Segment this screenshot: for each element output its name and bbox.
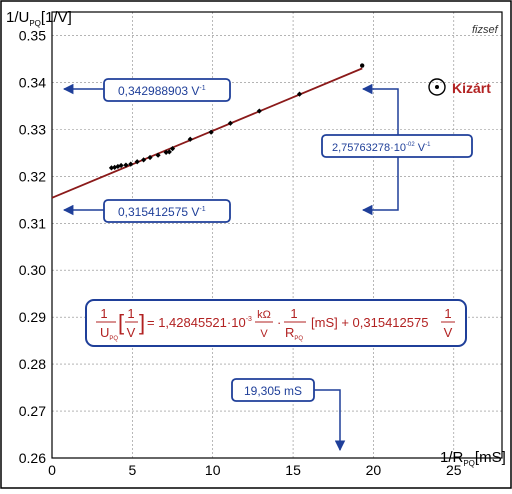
y-tick-label: 0.27 [19, 403, 46, 419]
arrow-down-icon [314, 389, 346, 452]
data-point [169, 146, 176, 152]
svg-text:V: V [260, 328, 268, 340]
regression-equation: 1 UPQ [ 1 V ] = 1,42845521·10-3 kΩ V · 1… [85, 299, 467, 347]
data-point [227, 120, 233, 126]
arrow-down-icon [361, 156, 399, 216]
svg-text:V: V [127, 325, 136, 340]
svg-text:0,315412575 V-1: 0,315412575 V-1 [118, 205, 206, 219]
x-tick-label: 10 [205, 462, 221, 478]
data-point [166, 149, 172, 155]
data-point [187, 136, 193, 142]
y-tick-label: 0.29 [19, 309, 46, 325]
data-points [108, 63, 365, 171]
y-tick-label: 0.26 [19, 450, 46, 466]
svg-text:]: ] [139, 310, 145, 335]
data-point [208, 129, 214, 135]
data-point [118, 162, 124, 169]
excluded-marker-dot [435, 85, 439, 89]
annotation-value-at-max: 0,342988903 V-1 [62, 78, 231, 102]
data-point [296, 91, 303, 97]
svg-text:= 1,42845521·10-3: = 1,42845521·10-3 [147, 315, 252, 330]
y-tick-label: 0.28 [19, 356, 46, 372]
y-tick-label: 0.34 [19, 74, 46, 90]
excluded-legend: Kizárt [428, 78, 491, 96]
svg-text:19,305 mS: 19,305 mS [244, 384, 302, 398]
annotation-intercept: 0,315412575 V-1 [62, 199, 231, 223]
y-tick-label: 0.33 [19, 121, 46, 137]
data-point [141, 157, 147, 163]
fit-line [51, 67, 363, 199]
y-tick-label: 0.30 [19, 262, 46, 278]
svg-text:kΩ: kΩ [257, 309, 271, 321]
x-axis-title: 1/RPQ[mS] [440, 449, 506, 468]
data-point [123, 162, 129, 168]
annotation-max-x: 19,305 mS [231, 378, 346, 452]
data-point [134, 159, 140, 165]
x-axis: 0 5 10 15 20 25 [48, 462, 462, 478]
x-tick-label: 20 [366, 462, 382, 478]
svg-text:1: 1 [444, 306, 451, 321]
y-axis-title: 1/UPQ[1/V] [6, 9, 72, 28]
svg-text:V: V [444, 325, 453, 340]
excluded-marker-icon [428, 78, 446, 96]
data-point [128, 161, 134, 167]
plot-area [51, 11, 503, 459]
svg-text:1: 1 [100, 306, 107, 321]
svg-text:1: 1 [290, 306, 297, 321]
svg-text:[: [ [118, 310, 124, 335]
arrow-up-icon [361, 83, 399, 135]
y-tick-label: 0.35 [19, 27, 46, 43]
y-axis: 0.26 0.27 0.28 0.29 0.30 0.31 0.32 0.33 0.34 0.35 [19, 27, 46, 466]
data-point [147, 154, 153, 161]
svg-text:2,75763278·10-02 V-1: 2,75763278·10-02 V-1 [332, 142, 431, 154]
x-tick-label: 5 [128, 462, 136, 478]
x-tick-label: 0 [48, 462, 56, 478]
svg-text:1/RPQ[mS]: 1/RPQ[mS] [440, 449, 506, 468]
watermark: fizsef [472, 24, 499, 36]
svg-text:UPQ: UPQ [100, 325, 118, 342]
svg-text:1/UPQ[1/V]: 1/UPQ[1/V] [6, 9, 72, 28]
svg-text:0,342988903 V-1: 0,342988903 V-1 [118, 84, 206, 98]
data-point [256, 108, 262, 114]
x-tick-label: 15 [285, 462, 301, 478]
svg-text:RPQ: RPQ [285, 325, 303, 342]
data-point [163, 149, 169, 155]
y-tick-label: 0.31 [19, 215, 46, 231]
annotation-difference: 2,75763278·10-02 V-1 [321, 83, 473, 216]
svg-text:1: 1 [127, 306, 134, 321]
x-tick-label: 25 [446, 462, 462, 478]
svg-text:·: · [277, 315, 281, 330]
data-point-excluded [359, 63, 365, 68]
data-point [108, 165, 115, 171]
y-tick-label: 0.32 [19, 168, 46, 184]
svg-text:[mS] + 0,315412575: [mS] + 0,315412575 [311, 315, 428, 330]
data-point [155, 152, 161, 158]
excluded-label: Kizárt [452, 80, 491, 96]
